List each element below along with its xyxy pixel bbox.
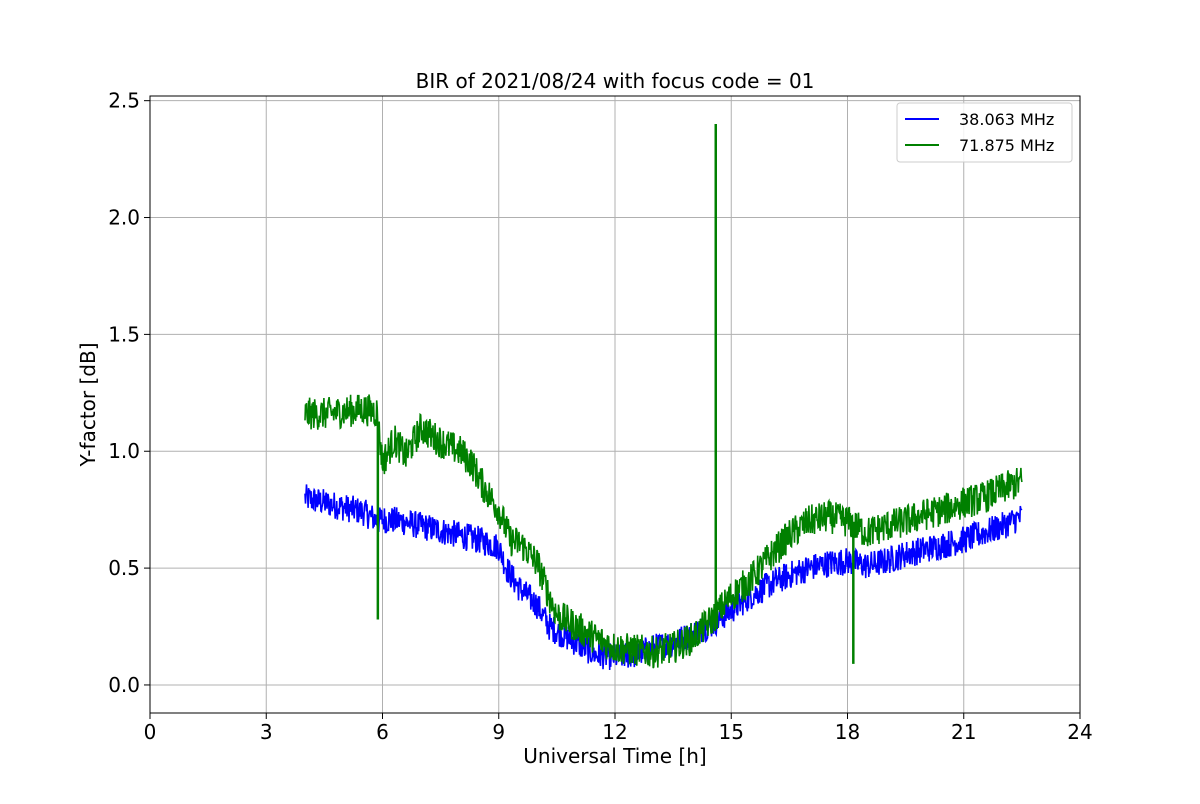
y-axis-label: Y-factor [dB] xyxy=(76,342,100,467)
axis-ticks: 0 3 6 9 12 15 18 21 24 0.0 0.5 1.0 1.5 2.0 2.5 xyxy=(108,89,1093,744)
y-tick-label: 0.0 xyxy=(108,673,140,697)
y-tick-label: 1.0 xyxy=(108,439,140,463)
legend: 38.063 MHz 71.875 MHz xyxy=(896,102,1073,163)
y-tick-label: 2.0 xyxy=(108,206,140,230)
series-line-1 xyxy=(304,394,1023,669)
x-tick-label: 18 xyxy=(835,720,860,744)
x-tick-label: 12 xyxy=(602,720,627,744)
x-tick-label: 0 xyxy=(144,720,157,744)
series-1 xyxy=(304,124,1023,669)
y-tick-label: 0.5 xyxy=(108,556,140,580)
grid xyxy=(149,96,1081,713)
x-tick-label: 24 xyxy=(1067,720,1092,744)
x-tick-label: 21 xyxy=(951,720,976,744)
legend-label: 38.063 MHz xyxy=(959,110,1054,129)
x-tick-label: 6 xyxy=(376,720,389,744)
legend-box xyxy=(896,102,1073,163)
x-tick-label: 3 xyxy=(260,720,273,744)
x-axis-label: Universal Time [h] xyxy=(523,744,706,768)
legend-label: 71.875 MHz xyxy=(959,136,1054,155)
y-tick-label: 1.5 xyxy=(108,322,140,346)
x-tick-label: 9 xyxy=(492,720,505,744)
y-tick-label: 2.5 xyxy=(108,89,140,113)
series-group xyxy=(304,124,1023,671)
chart-title: BIR of 2021/08/24 with focus code = 01 xyxy=(416,69,815,93)
x-tick-label: 15 xyxy=(719,720,744,744)
